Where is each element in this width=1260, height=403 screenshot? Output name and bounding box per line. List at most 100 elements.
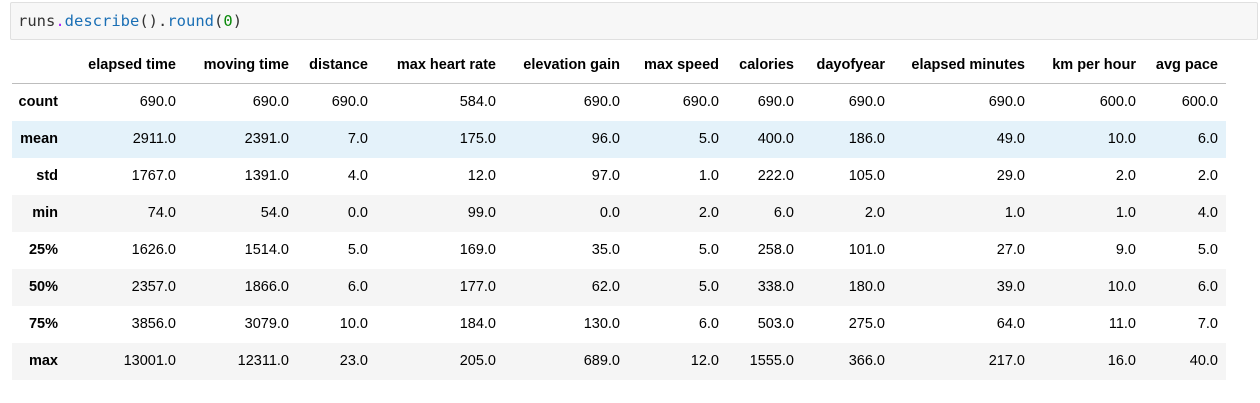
table-cell: 4.0	[1197, 205, 1218, 221]
column-header: max speed	[628, 47, 727, 84]
table-row: 50% 2357.0 1866.0 6.0 177.0 62.0 5.0 338.0 180.0…	[12, 268, 1226, 306]
table-cell: 690.0	[583, 94, 620, 111]
table-cell: 2.0	[1197, 168, 1218, 184]
table-cell: 2.0	[1115, 168, 1136, 184]
table-cell: 4.0	[347, 168, 368, 184]
table-cell: 6.0	[347, 279, 368, 295]
column-header: dayofyear	[802, 47, 893, 84]
row-label: mean	[20, 131, 58, 147]
table-cell: 175.0	[459, 131, 496, 147]
table-cell: 12.0	[690, 353, 719, 369]
table-cell: 2.0	[698, 205, 719, 221]
code-method-describe: describe	[64, 12, 140, 30]
table-cell: 5.0	[698, 242, 719, 258]
code-method-round: round	[167, 12, 214, 30]
table-cell: 11.0	[1108, 316, 1136, 332]
row-label: 25%	[28, 242, 58, 258]
code-cell-input[interactable]: runs.describe().round(0)	[10, 2, 1258, 40]
cell-output: elapsed time moving time distance max heart…	[12, 47, 1226, 380]
table-cell: 689.0	[583, 353, 620, 369]
table-cell: 1391.0	[244, 168, 289, 184]
table-cell: 169.0	[459, 242, 496, 258]
table-cell: 400.0	[757, 131, 794, 147]
table-cell: 96.0	[591, 131, 620, 147]
table-cell: 275.0	[848, 316, 885, 332]
row-label: 75%	[28, 316, 58, 332]
table-row: std 1767.0 1391.0 4.0 12.0 97.0 1.0 222.0 105.0 2…	[12, 158, 1226, 195]
table-cell: 9.0	[1115, 242, 1136, 258]
table-cell: 177.0	[459, 279, 496, 295]
table-cell: 1626.0	[131, 242, 176, 258]
table-cell: 690.0	[252, 94, 289, 111]
table-row: min 74.0 54.0 0.0 99.0 0.0 2.0 6.0 2.0 1.0 1.0 4.0	[12, 194, 1226, 232]
table-cell: 7.0	[347, 131, 368, 147]
column-header: avg pace	[1144, 47, 1226, 84]
table-cell: 690.0	[331, 94, 368, 111]
table-cell: 54.0	[260, 205, 289, 221]
table-cell: 2391.0	[244, 131, 289, 147]
code-paren-open: (	[214, 12, 224, 30]
table-cell: 10.0	[1107, 131, 1136, 147]
row-label: std	[36, 168, 58, 184]
table-cell: 13001.0	[123, 353, 176, 369]
code-object: runs	[18, 12, 56, 30]
table-cell: 690.0	[848, 94, 885, 111]
table-cell: 690.0	[682, 94, 719, 111]
column-header: moving time	[184, 47, 297, 84]
table-cell: 35.0	[591, 242, 620, 258]
table-cell: 49.0	[996, 131, 1025, 147]
table-cell: 2.0	[864, 205, 885, 221]
row-label: 50%	[28, 279, 58, 295]
table-cell: 180.0	[848, 279, 885, 295]
row-label: count	[18, 94, 58, 111]
table-cell: 0.0	[599, 205, 620, 221]
table-cell: 1555.0	[749, 353, 794, 369]
table-cell: 29.0	[996, 168, 1025, 184]
table-cell: 16.0	[1107, 353, 1136, 369]
describe-table: elapsed time moving time distance max heart…	[12, 47, 1226, 380]
table-cell: 5.0	[698, 279, 719, 295]
table-cell: 105.0	[848, 168, 885, 184]
table-body: count 690.0 690.0 690.0 584.0 690.0 690.0 690.0…	[12, 84, 1226, 380]
code-paren: ().	[139, 12, 168, 30]
table-cell: 10.0	[1107, 279, 1136, 295]
table-cell: 5.0	[1197, 242, 1218, 258]
table-row: max 13001.0 12311.0 23.0 205.0 689.0 12.0 1555.…	[12, 342, 1226, 380]
table-cell: 6.0	[1197, 279, 1218, 295]
table-cell: 584.0	[459, 94, 496, 111]
table-cell: 3856.0	[131, 316, 176, 332]
table-cell: 600.0	[1181, 94, 1218, 111]
table-cell: 217.0	[988, 353, 1025, 369]
table-cell: 27.0	[996, 242, 1025, 258]
table-cell: 690.0	[988, 94, 1025, 111]
table-cell: 6.0	[773, 205, 794, 221]
table-cell: 97.0	[591, 168, 620, 184]
table-cell: 64.0	[996, 316, 1025, 332]
table-cell: 184.0	[459, 316, 496, 332]
index-header	[12, 47, 70, 84]
column-header: elevation gain	[504, 47, 628, 84]
table-cell: 99.0	[467, 205, 496, 221]
row-label: max	[28, 353, 58, 369]
code-paren-close: )	[232, 12, 243, 30]
table-cell: 1.0	[1115, 205, 1136, 221]
table-cell: 222.0	[757, 168, 794, 184]
table-cell: 1.0	[1004, 205, 1025, 221]
code-dot: .	[55, 12, 65, 30]
table-cell: 338.0	[757, 279, 794, 295]
row-label: min	[32, 205, 58, 221]
table-cell: 690.0	[139, 94, 176, 111]
table-cell: 366.0	[848, 353, 885, 369]
table-cell: 503.0	[757, 316, 794, 332]
table-cell: 3079.0	[244, 316, 289, 332]
table-cell: 12.0	[467, 168, 496, 184]
table-cell: 205.0	[459, 353, 496, 369]
table-cell: 2911.0	[132, 131, 176, 147]
table-cell: 101.0	[848, 242, 885, 258]
code-arg: 0	[223, 12, 233, 30]
table-cell: 690.0	[757, 94, 794, 111]
table-cell: 39.0	[996, 279, 1025, 295]
column-header: max heart rate	[376, 47, 504, 84]
table-cell: 600.0	[1099, 94, 1136, 111]
table-cell: 62.0	[591, 279, 620, 295]
